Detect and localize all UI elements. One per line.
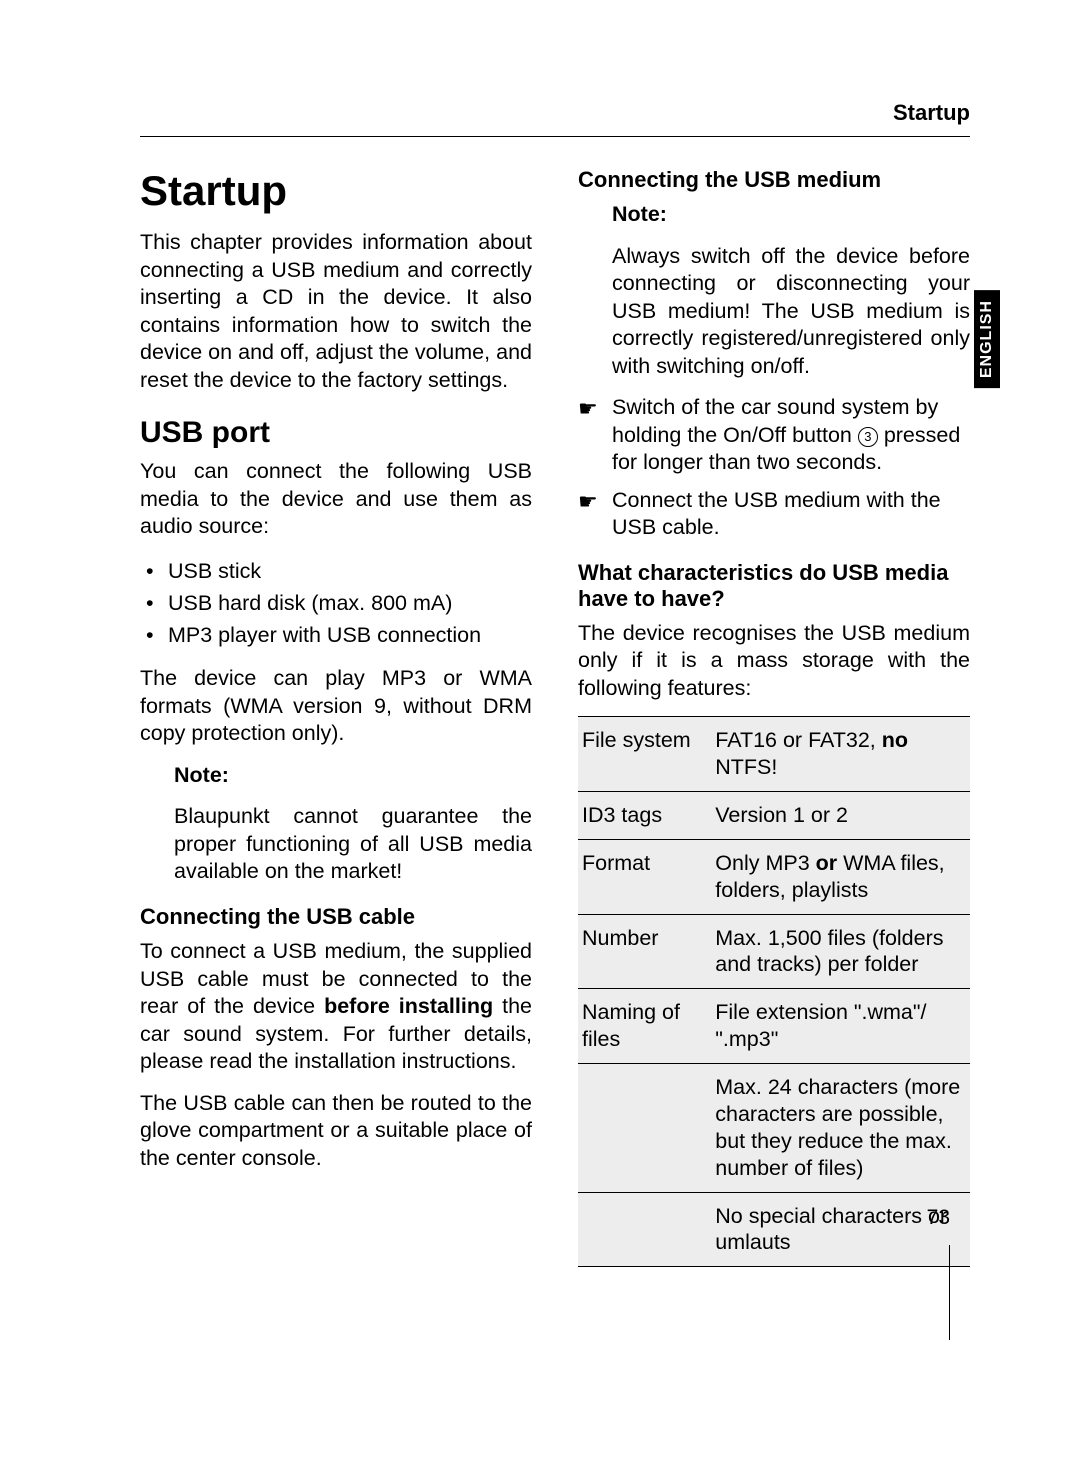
cell-key: Format	[578, 839, 711, 914]
cell-value: File extension ".wma"/ ".mp3"	[711, 989, 970, 1064]
usb-cable-heading: Connecting the USB cable	[140, 904, 532, 930]
cell-key: File system	[578, 717, 711, 792]
step-item: ☛ Connect the USB medium with the USB ca…	[578, 487, 970, 542]
conn-medium-heading: Connecting the USB medium	[578, 167, 970, 193]
table-row: ID3 tags Version 1 or 2	[578, 791, 970, 839]
note-block: Note: Blaupunkt cannot guarantee the pro…	[140, 762, 532, 886]
note-label: Note:	[174, 762, 532, 790]
circled-number: 3	[858, 427, 878, 447]
page: Startup Startup This chapter provides in…	[0, 0, 1080, 1460]
pointer-icon: ☛	[578, 395, 598, 423]
cell-value: Only MP3 or WMA files, folders, playlist…	[711, 839, 970, 914]
bold-text: no	[882, 728, 908, 752]
formats-paragraph: The device can play MP3 or WMA formats (…	[140, 665, 532, 748]
characteristics-heading: What characteristics do USB media have t…	[578, 560, 970, 612]
cell-key: Naming of files	[578, 989, 711, 1064]
cell-value: Max. 24 characters (more characters are …	[711, 1064, 970, 1193]
chapter-title: Startup	[140, 167, 532, 215]
list-item: MP3 player with USB connection	[140, 619, 532, 651]
header-section: Startup	[893, 100, 970, 125]
note-text: Always switch off the device before conn…	[612, 243, 970, 381]
cell-value: Version 1 or 2	[711, 791, 970, 839]
cell-key	[578, 1064, 711, 1193]
cell-key	[578, 1192, 711, 1267]
usb-port-heading: USB port	[140, 416, 532, 450]
pointer-icon: ☛	[578, 488, 598, 516]
characteristics-lead: The device recognises the USB medium onl…	[578, 620, 970, 703]
table-row: Max. 24 characters (more characters are …	[578, 1064, 970, 1193]
text: Connect the USB medium with the USB cabl…	[612, 488, 941, 540]
step-item: ☛ Switch of the car sound system by hold…	[578, 394, 970, 477]
note-label: Note:	[612, 201, 970, 229]
list-item: USB stick	[140, 555, 532, 587]
usb-cable-p2: The USB cable can then be routed to the …	[140, 1090, 532, 1173]
table-row: File system FAT16 or FAT32, no NTFS!	[578, 717, 970, 792]
language-tab: ENGLISH	[974, 290, 1000, 388]
cell-key: Number	[578, 914, 711, 989]
text: Only MP3	[715, 851, 815, 875]
footer-rule	[949, 1245, 951, 1340]
page-number: 73	[927, 1206, 950, 1230]
table-row: Format Only MP3 or WMA files, folders, p…	[578, 839, 970, 914]
bold-text: before installing	[324, 994, 493, 1018]
features-table: File system FAT16 or FAT32, no NTFS! ID3…	[578, 716, 970, 1267]
usb-media-list: USB stick USB hard disk (max. 800 mA) MP…	[140, 555, 532, 652]
intro-paragraph: This chapter provides information about …	[140, 229, 532, 394]
page-header: Startup	[140, 100, 970, 137]
note-block: Note: Always switch off the device befor…	[578, 201, 970, 380]
left-column: Startup This chapter provides informatio…	[140, 167, 532, 1267]
list-item: USB hard disk (max. 800 mA)	[140, 587, 532, 619]
usb-port-lead: You can connect the following USB media …	[140, 458, 532, 541]
usb-cable-p1: To connect a USB medium, the supplied US…	[140, 938, 532, 1076]
cell-value: Max. 1,500 files (folders and tracks) pe…	[711, 914, 970, 989]
table-row: No special characters or umlauts	[578, 1192, 970, 1267]
cell-value: FAT16 or FAT32, no NTFS!	[711, 717, 970, 792]
table-row: Naming of files File extension ".wma"/ "…	[578, 989, 970, 1064]
cell-key: ID3 tags	[578, 791, 711, 839]
right-column: Connecting the USB medium Note: Always s…	[578, 167, 970, 1267]
text: FAT16 or FAT32,	[715, 728, 882, 752]
table-row: Number Max. 1,500 files (folders and tra…	[578, 914, 970, 989]
note-text: Blaupunkt cannot guarantee the proper fu…	[174, 803, 532, 886]
content-columns: Startup This chapter provides informatio…	[140, 167, 970, 1267]
bold-text: or	[816, 851, 838, 875]
steps-list: ☛ Switch of the car sound system by hold…	[578, 394, 970, 542]
text: NTFS!	[715, 755, 777, 779]
